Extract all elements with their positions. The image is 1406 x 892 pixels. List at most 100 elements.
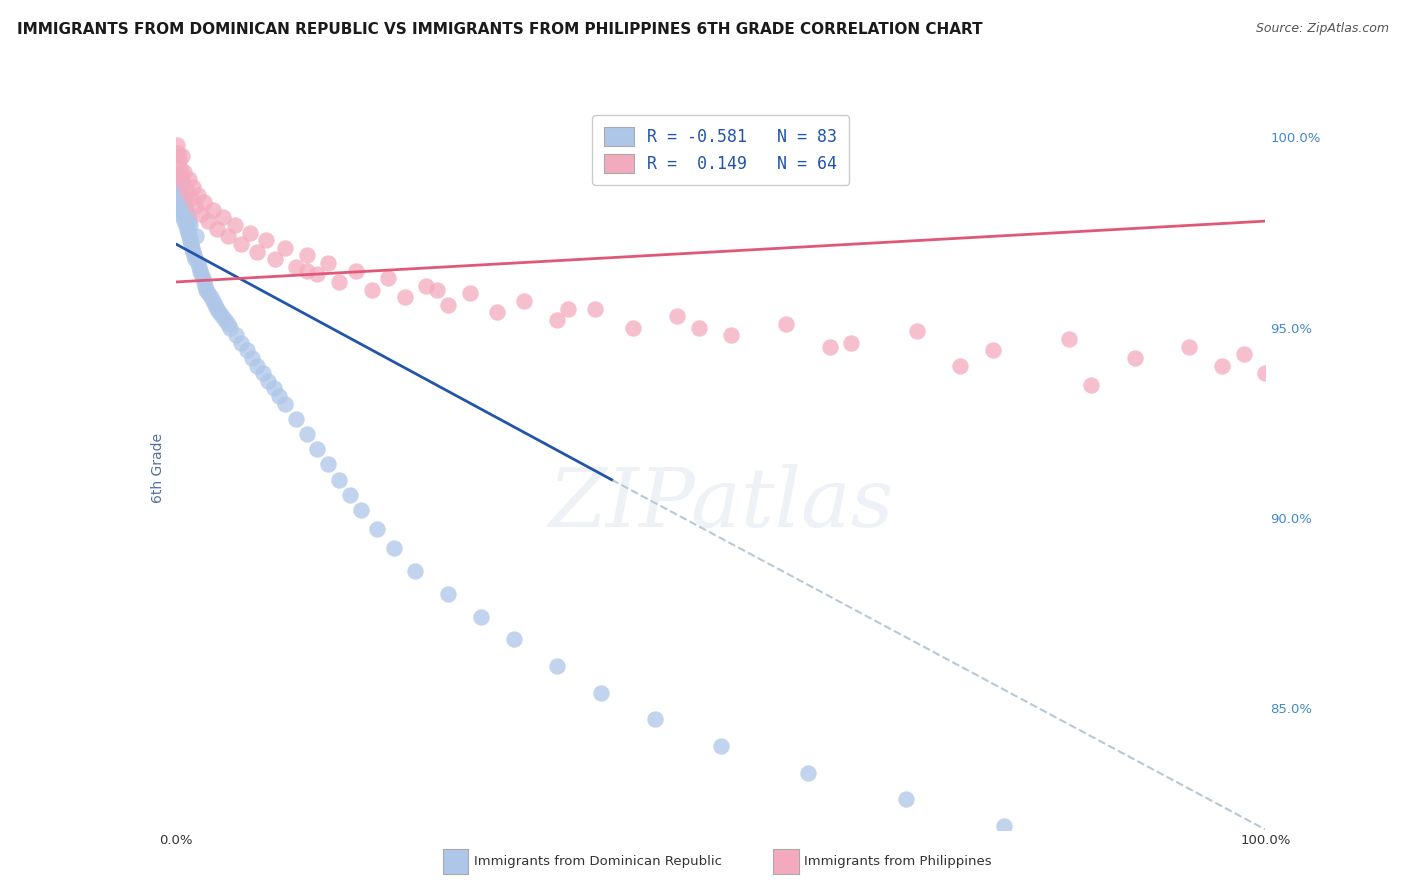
Point — [188, 263, 211, 277]
Point — [307, 442, 329, 457]
Point — [170, 187, 193, 202]
Point — [366, 522, 388, 536]
Point — [415, 278, 437, 293]
Point — [177, 214, 200, 228]
Point — [666, 309, 689, 323]
Point — [295, 248, 318, 262]
Point — [205, 221, 228, 235]
Point — [318, 458, 340, 472]
Point — [382, 541, 405, 556]
Point — [284, 412, 307, 426]
Point — [1254, 366, 1277, 380]
Point — [181, 244, 204, 259]
Point — [426, 283, 449, 297]
Point — [184, 252, 207, 267]
Point — [167, 145, 190, 160]
Point — [269, 389, 291, 403]
Point — [894, 792, 917, 806]
Point — [179, 218, 201, 232]
Point — [191, 271, 214, 285]
Point — [197, 286, 219, 301]
Point — [1123, 351, 1146, 365]
Point — [186, 187, 209, 202]
Point — [169, 161, 191, 175]
Point — [993, 819, 1015, 833]
Point — [1189, 871, 1212, 886]
Point — [219, 320, 242, 334]
Point — [502, 632, 524, 647]
Point — [172, 191, 194, 205]
Point — [557, 301, 579, 316]
Point — [167, 187, 190, 202]
Point — [240, 351, 263, 365]
Point — [470, 609, 492, 624]
Point — [205, 301, 228, 316]
Point — [190, 206, 212, 220]
Point — [437, 298, 460, 312]
Point — [179, 233, 201, 247]
Point — [195, 283, 218, 297]
Point — [235, 343, 257, 358]
Point — [350, 503, 373, 517]
Point — [437, 587, 460, 601]
Point — [172, 211, 194, 225]
Point — [231, 335, 253, 350]
Point — [174, 202, 197, 217]
Point — [841, 335, 863, 350]
Point — [172, 202, 194, 217]
Point — [177, 172, 200, 186]
Point — [644, 712, 666, 726]
Point — [377, 271, 399, 285]
Point — [173, 199, 195, 213]
Point — [167, 176, 190, 190]
Point — [180, 191, 202, 205]
Point — [186, 256, 209, 270]
Point — [169, 195, 191, 210]
Point — [546, 659, 568, 673]
Point — [274, 241, 297, 255]
Point — [252, 366, 274, 380]
Point — [394, 290, 416, 304]
Text: Immigrants from Philippines: Immigrants from Philippines — [804, 855, 991, 868]
Point — [181, 241, 204, 255]
Point — [246, 359, 269, 373]
Point — [905, 325, 928, 339]
Point — [173, 164, 195, 178]
Point — [176, 184, 198, 198]
Point — [328, 473, 350, 487]
Point — [339, 488, 361, 502]
Text: IMMIGRANTS FROM DOMINICAN REPUBLIC VS IMMIGRANTS FROM PHILIPPINES 6TH GRADE CORR: IMMIGRANTS FROM DOMINICAN REPUBLIC VS IM… — [17, 22, 983, 37]
Point — [264, 252, 287, 267]
Point — [172, 195, 194, 210]
Point — [818, 340, 841, 354]
Point — [170, 199, 193, 213]
Point — [246, 244, 269, 259]
Point — [177, 226, 200, 240]
Point — [201, 202, 224, 217]
Point — [720, 328, 742, 343]
Point — [688, 320, 710, 334]
Point — [170, 169, 193, 183]
Point — [167, 153, 190, 168]
Point — [180, 236, 202, 251]
Point — [295, 263, 318, 277]
Point — [172, 206, 194, 220]
Point — [1057, 332, 1080, 346]
Point — [166, 169, 188, 183]
Point — [263, 381, 285, 395]
Text: Source: ZipAtlas.com: Source: ZipAtlas.com — [1256, 22, 1389, 36]
Point — [214, 313, 236, 327]
Point — [328, 275, 350, 289]
Point — [193, 195, 215, 210]
Point — [173, 214, 195, 228]
Point — [1232, 347, 1256, 361]
Y-axis label: 6th Grade: 6th Grade — [150, 434, 165, 503]
Point — [1211, 359, 1233, 373]
Point — [187, 260, 209, 274]
Point — [796, 765, 818, 780]
Point — [405, 564, 427, 578]
Point — [169, 184, 191, 198]
Point — [621, 320, 644, 334]
Point — [201, 293, 224, 308]
Legend: R = -0.581   N = 83, R =  0.149   N = 64: R = -0.581 N = 83, R = 0.149 N = 64 — [592, 115, 849, 185]
